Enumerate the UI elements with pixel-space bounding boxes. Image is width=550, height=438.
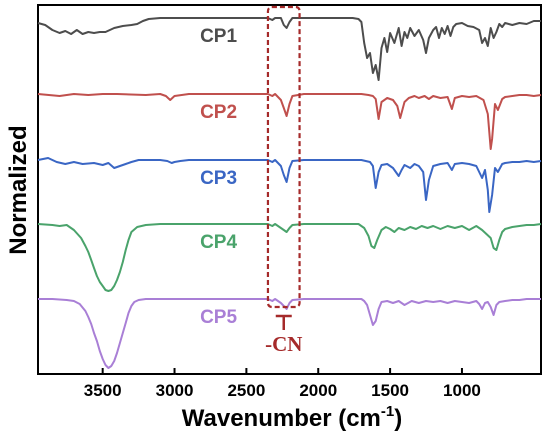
series-line-cp2 — [37, 93, 542, 150]
cn-annotation-label: -CN — [265, 332, 302, 356]
x-tick-label: 3500 — [84, 381, 122, 400]
series-label-cp2: CP2 — [200, 102, 237, 123]
cn-bracket — [275, 314, 292, 330]
series-label-cp3: CP3 — [200, 168, 237, 189]
series-label-cp5: CP5 — [200, 307, 237, 328]
x-tick-label: 2000 — [299, 381, 337, 400]
x-tick-label: 1500 — [371, 381, 409, 400]
x-tick-label: 1000 — [443, 381, 481, 400]
series-line-cp5 — [38, 298, 541, 369]
cn-annotation: -CN — [265, 5, 302, 356]
series-label-cp4: CP4 — [200, 232, 237, 253]
series-line-cp4 — [37, 223, 542, 292]
x-axis-title-main: Wavenumber (cm — [182, 405, 381, 432]
plot-frame — [37, 4, 542, 375]
x-axis-title-suffix: ) — [394, 405, 402, 432]
series-line-cp3 — [37, 157, 542, 213]
series-line-cp1 — [37, 17, 541, 81]
x-tick-label: 3000 — [156, 381, 194, 400]
y-axis-title: Normalized — [5, 125, 32, 254]
x-axis-title-superscript: -1 — [381, 403, 394, 420]
series-group — [37, 17, 542, 369]
cn-highlight-box — [266, 5, 301, 309]
series-labels: CP1 CP2 CP3 CP4 CP5 — [200, 26, 237, 328]
x-tick-label: 2500 — [227, 381, 265, 400]
x-axis-title: Wavenumber (cm-1) — [182, 403, 403, 432]
series-label-cp1: CP1 — [200, 26, 237, 47]
x-axis-ticks: 3500 3000 2500 2000 1500 1000 — [84, 368, 481, 400]
